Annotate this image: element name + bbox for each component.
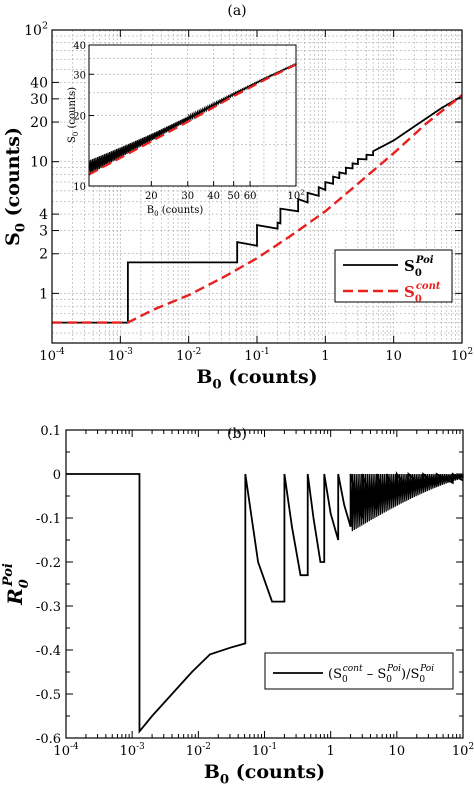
x-tick-label: 10: [389, 744, 406, 759]
panel-b-chart: 10-4 10-3 10-2 10-1 1 10 102 0.1 0 -0.1 -0.2 -0.3 -0…: [1, 424, 474, 786]
x-tick-label: 10-1: [252, 742, 277, 759]
inset-y-tick-label: 40: [73, 41, 86, 52]
y-tick-label: -0.4: [36, 644, 61, 659]
y-tick-label: 30: [30, 92, 48, 108]
y-tick-label: 10: [30, 155, 48, 171]
panel-a-y-axis-title: S0 (counts): [2, 127, 29, 246]
panel-b-legend: (S0cont – S0Poi)/S0Poi: [264, 652, 454, 690]
panel-b-x-axis-title: B0 (counts): [204, 761, 325, 786]
x-tick-label: 10: [385, 349, 402, 364]
y-tick-label: 2: [39, 247, 48, 263]
inset-x-axis-title: B0 (counts): [147, 205, 204, 218]
x-tick-label: 1: [321, 349, 329, 364]
inset-x-tick-label: 102: [287, 189, 304, 203]
y-tick-label: -0.2: [36, 556, 61, 571]
legend-box: [264, 652, 454, 690]
inset-x-tick-label: 20: [145, 191, 158, 202]
inset-series-poi: [88, 63, 297, 174]
y-tick-label: 0: [53, 468, 61, 483]
panel-b-series-fine-teeth: [349, 473, 464, 532]
panel-a-series-poi: [52, 95, 463, 324]
x-tick-label: 10-1: [244, 347, 269, 364]
panel-a-series-cont: [52, 94, 463, 324]
inset-series-cont: [88, 63, 297, 176]
x-tick-label: 10-3: [120, 742, 145, 759]
x-tick-label: 102: [452, 742, 474, 759]
legend-box: [334, 249, 453, 303]
x-tick-label: 1: [327, 744, 335, 759]
x-tick-label: 10-4: [39, 347, 65, 364]
y-tick-label: 3: [39, 224, 48, 240]
y-tick-label: -0.6: [36, 732, 61, 747]
y-tick-label: -0.3: [36, 600, 61, 615]
panel-b-series: [66, 471, 464, 734]
panel-b-y-axis-title: R0Poi: [1, 563, 32, 606]
y-tick-label: 1: [39, 286, 48, 302]
x-tick-label: 10-2: [176, 347, 201, 364]
x-tick-label: 10-3: [108, 347, 133, 364]
inset-y-tick-label: 30: [73, 70, 86, 81]
inset-y-axis-title: S0 (counts): [67, 87, 80, 143]
x-tick-label: 10-4: [53, 742, 79, 759]
panel-a-label: (a): [227, 3, 246, 19]
inset-y-tick-label: 10: [73, 182, 86, 193]
y-tick-label: -0.5: [36, 688, 61, 703]
y-tick-label: -0.1: [36, 512, 61, 527]
x-tick-label: 10-2: [186, 742, 211, 759]
panel-a-chart: 10-4 10-3 10-2 10-1 1 10 102123410203040102B0 …: [2, 21, 473, 393]
legend-label: S0cont: [404, 281, 441, 305]
panel-a-x-axis-title: B0 (counts): [196, 366, 317, 393]
y-tick-label: 4: [39, 207, 48, 223]
y-tick-label: 40: [30, 75, 48, 91]
y-tick-label: 0.1: [40, 424, 61, 439]
inset-x-tick-label: 50: [227, 191, 240, 202]
inset-x-tick-label: 60: [244, 191, 257, 202]
x-tick-label: 102: [451, 347, 473, 364]
inset-x-tick-label: 40: [207, 191, 220, 202]
y-tick-label: 20: [30, 115, 48, 131]
inset-y-tick-label: 20: [73, 112, 86, 123]
legend-label: (S0cont – S0Poi)/S0Poi: [328, 664, 434, 685]
legend-label: S0Poi: [404, 255, 434, 279]
y-tick-label: 102: [24, 21, 48, 39]
inset-x-tick-label: 30: [181, 191, 194, 202]
